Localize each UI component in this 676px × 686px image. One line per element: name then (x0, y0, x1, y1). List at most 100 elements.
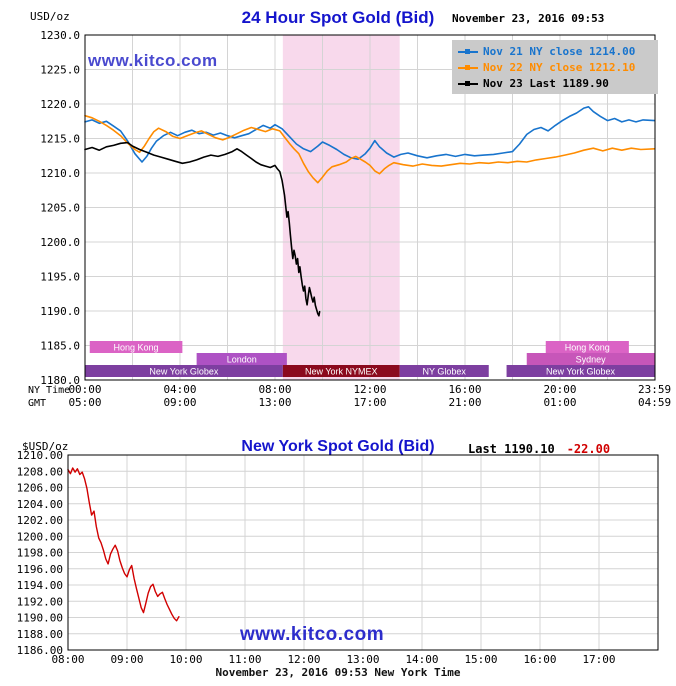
y-tick-label: 1208.00 (17, 465, 63, 478)
gmt-axis-caption: GMT (28, 398, 47, 409)
ny-time-axis-caption: NY Time (28, 385, 71, 396)
legend-line-marker-nov23 (458, 80, 478, 87)
session-label-sydney: Sydney (576, 355, 607, 365)
x-tick-label: 11:00 (228, 653, 261, 666)
x-tick-label: 12:00 (287, 653, 320, 666)
session-label-new-york-globex: New York Globex (149, 367, 219, 377)
legend-label-nov21: Nov 21 NY close 1214.00 (483, 44, 636, 58)
x-tick-label-gmt: 13:00 (258, 396, 291, 409)
y-tick-label: 1186.00 (17, 644, 63, 657)
legend-item-nov23: Nov 23 Last 1189.90 (458, 75, 652, 91)
series-line-spot (67, 467, 180, 622)
legend-line-marker-nov21 (458, 48, 478, 55)
y-tick-label: 1185.0 (40, 340, 80, 353)
session-label-new-york-globex: New York Globex (546, 367, 616, 377)
legend-line-marker-nov22 (458, 64, 478, 71)
y-tick-label: 1225.0 (40, 64, 80, 77)
series-line-nov21 (84, 106, 656, 163)
session-bar-ny-globex (399, 365, 489, 377)
y-tick-label: 1206.00 (17, 482, 63, 495)
kitco-watermark-bottom: www.kitco.com (240, 624, 385, 645)
x-tick-label-gmt: 17:00 (353, 396, 386, 409)
x-tick-label: 20:00 (543, 383, 576, 396)
bottom-chart-footer-timestamp: November 23, 2016 09:53 New York Time (215, 666, 461, 679)
y-tick-label: 1188.00 (17, 628, 63, 641)
y-tick-label: 1190.0 (40, 305, 80, 318)
series-line-nov23 (84, 141, 321, 317)
x-tick-label: 17:00 (582, 653, 615, 666)
y-tick-label: 1215.0 (40, 133, 80, 146)
y-tick-label: 1192.00 (17, 595, 63, 608)
x-tick-label: 13:00 (346, 653, 379, 666)
x-tick-label: 23:59 (638, 383, 671, 396)
session-bar-hong-kong (89, 341, 183, 353)
x-tick-label-gmt: 09:00 (163, 396, 196, 409)
session-label-london: London (227, 355, 257, 365)
x-tick-label: 00:00 (68, 383, 101, 396)
legend-marker-square (465, 64, 470, 70)
session-label-new-york-nymex: New York NYMEX (305, 367, 378, 377)
y-tick-label: 1194.00 (17, 579, 63, 592)
legend-item-nov22: Nov 22 NY close 1212.10 (458, 59, 652, 75)
session-bar-new-york-globex (506, 365, 655, 377)
legend-item-nov21: Nov 21 NY close 1214.00 (458, 43, 652, 59)
legend-marker-square (465, 80, 470, 86)
ny-spot-gold-chart-panel: 1210.00 1208.00 1206.00 1204.00 1202.00 1200.… (0, 412, 676, 686)
24h-spot-gold-chart-panel: Hong Kong Hong Kong London Sydney New York G… (28, 8, 671, 409)
x-tick-label: 14:00 (405, 653, 438, 666)
legend-label-nov22: Nov 22 NY close 1212.10 (483, 60, 636, 74)
session-bar-london (196, 353, 287, 365)
x-tick-label: 10:00 (169, 653, 202, 666)
bottom-chart-title: New York Spot Gold (Bid) (241, 438, 435, 455)
y-tick-label: 1200.0 (40, 236, 80, 249)
series-line-nov22 (84, 114, 656, 184)
x-tick-label-gmt: 01:00 (543, 396, 576, 409)
y-tick-label: 1196.00 (17, 563, 63, 576)
x-tick-label: 04:00 (163, 383, 196, 396)
x-tick-label-gmt: 04:59 (638, 396, 671, 409)
session-label-ny-globex: NY Globex (423, 367, 467, 377)
top-y-axis-unit-label: USD/oz (30, 10, 70, 23)
legend-marker-square (465, 48, 470, 54)
y-tick-label: 1202.00 (17, 514, 63, 527)
bottom-y-axis-unit-label: $USD/oz (22, 440, 69, 453)
y-tick-label: 1198.00 (17, 547, 63, 560)
x-tick-label: 16:00 (523, 653, 556, 666)
session-bar-new-york-nymex (282, 365, 400, 377)
top-chart-canvas: Hong Kong Hong Kong London Sydney New York G… (40, 29, 671, 409)
bottom-chart-canvas: 1210.00 1208.00 1206.00 1204.00 1202.00 1200.… (17, 449, 659, 666)
legend-box: Nov 21 NY close 1214.00 Nov 22 NY close … (452, 40, 658, 94)
last-price-row: Last 1190.10 -22.00 (468, 442, 610, 456)
y-tick-label: 1205.0 (40, 202, 80, 215)
x-tick-label: 12:00 (353, 383, 386, 396)
x-tick-label: 08:00 (258, 383, 291, 396)
price-change-value: -22.00 (566, 442, 611, 456)
y-tick-label: 1180.0 (40, 374, 80, 387)
plot-border (67, 454, 659, 651)
session-bar-hong-kong (545, 341, 629, 353)
y-tick-label: 1220.0 (40, 98, 80, 111)
kitco-watermark-top: www.kitco.com (88, 51, 218, 70)
top-chart-timestamp: November 23, 2016 09:53 (452, 12, 605, 25)
plot-border (84, 34, 656, 381)
session-bar-new-york-globex (85, 365, 283, 377)
y-tick-label: 1204.00 (17, 498, 63, 511)
y-tick-label: 1230.0 (40, 29, 80, 42)
x-tick-label-gmt: 05:00 (68, 396, 101, 409)
x-tick-label: 15:00 (464, 653, 497, 666)
session-label-hong-kong: Hong Kong (565, 343, 610, 353)
session-bar-sydney (526, 353, 655, 365)
top-chart-title: 24 Hour Spot Gold (Bid) (241, 8, 435, 27)
x-tick-label-gmt: 21:00 (448, 396, 481, 409)
y-tick-label: 1195.0 (40, 271, 80, 284)
x-tick-label: 16:00 (448, 383, 481, 396)
y-tick-label: 1210.00 (17, 449, 63, 462)
last-price-label: Last 1190.10 (468, 442, 555, 456)
y-tick-label: 1210.0 (40, 167, 80, 180)
x-tick-label: 08:00 (51, 653, 84, 666)
y-tick-label: 1190.00 (17, 612, 63, 625)
y-tick-label: 1200.00 (17, 530, 63, 543)
legend-label-nov23: Nov 23 Last 1189.90 (483, 76, 609, 90)
session-label-hong-kong: Hong Kong (114, 343, 159, 353)
